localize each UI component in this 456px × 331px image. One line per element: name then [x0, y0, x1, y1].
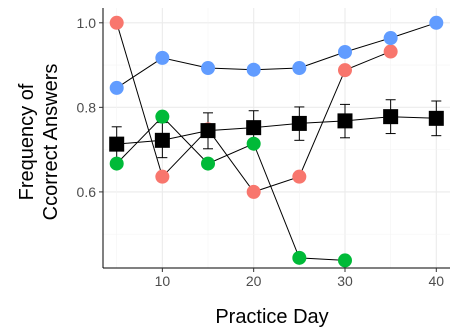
- data-point: [292, 61, 307, 76]
- series-layer: [109, 15, 444, 268]
- data-point: [337, 253, 352, 268]
- y-axis-title-line-2: Ccorrect Answers: [40, 64, 62, 221]
- data-point: [201, 156, 216, 171]
- data-point: [155, 109, 170, 124]
- data-point: [337, 44, 352, 59]
- y-axis-title-line-1: Frequency of: [16, 83, 38, 200]
- data-point: [383, 31, 398, 46]
- data-point: [246, 184, 261, 199]
- data-point-square: [200, 123, 216, 139]
- data-point-square: [383, 109, 399, 125]
- data-point: [383, 44, 398, 59]
- x-tick-label: 40: [429, 273, 445, 289]
- series-line: [116, 22, 437, 89]
- data-point-square: [109, 136, 125, 152]
- series-line: [116, 116, 437, 145]
- data-point-square: [246, 120, 262, 136]
- data-point-square: [154, 132, 170, 148]
- data-point-square: [291, 115, 307, 131]
- data-point: [155, 169, 170, 184]
- data-point: [246, 62, 261, 77]
- data-point: [155, 50, 170, 65]
- data-point: [109, 80, 124, 95]
- x-tick-label: 30: [337, 273, 353, 289]
- y-tick-label: 1.0: [77, 15, 97, 31]
- y-tick-label: 0.6: [77, 184, 97, 200]
- data-point: [292, 250, 307, 265]
- data-point-square: [337, 113, 353, 129]
- x-axis-title: Practice Day: [215, 306, 328, 328]
- data-point: [292, 169, 307, 184]
- x-tick-label: 20: [246, 273, 262, 289]
- data-point: [246, 136, 261, 151]
- data-point: [109, 15, 124, 30]
- series-line: [116, 115, 346, 261]
- data-point: [429, 15, 444, 30]
- data-point: [109, 156, 124, 171]
- data-point: [201, 61, 216, 76]
- y-tick-label: 0.8: [77, 99, 97, 115]
- axes: 10 20 30 40 0.6 0.8 1.0: [77, 8, 450, 289]
- data-point-square: [428, 110, 444, 126]
- data-point: [337, 63, 352, 78]
- x-tick-label: 10: [155, 273, 171, 289]
